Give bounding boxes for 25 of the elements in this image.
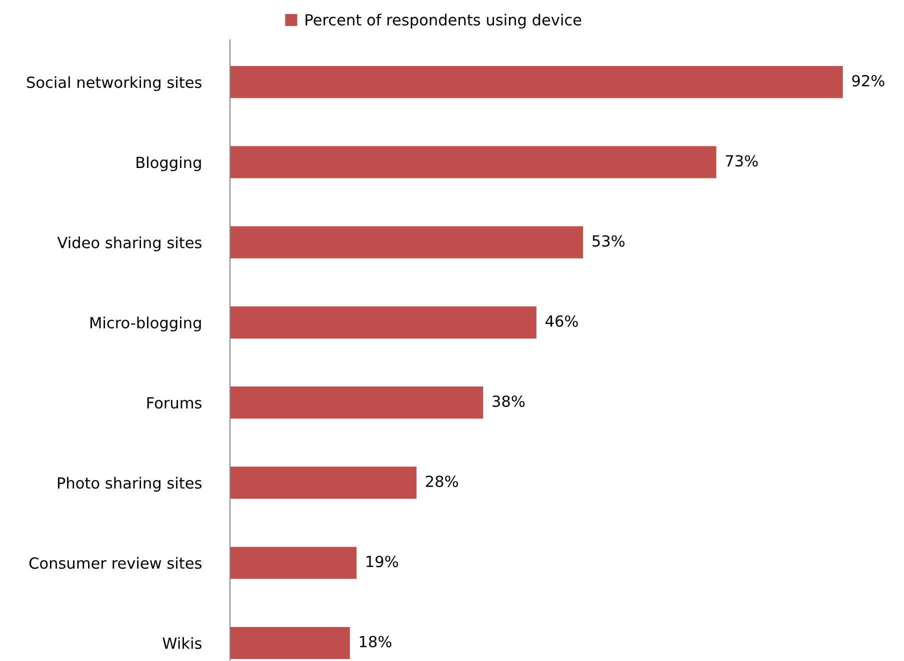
data-label: 28% (426, 476, 458, 488)
y-tick-label: Blogging (136, 156, 201, 172)
y-tick-label: Social networking sites (27, 76, 202, 92)
data-label: 38% (492, 395, 525, 408)
bar (230, 546, 357, 579)
legend-label: Percent of respondents using device (306, 14, 582, 29)
bar (230, 466, 417, 499)
y-tick-label: Wikis (162, 637, 202, 649)
y-tick-label: Video sharing sites (57, 236, 202, 252)
bar (230, 386, 484, 419)
y-tick-label: Photo sharing sites (58, 476, 202, 492)
y-tick-label: Forums (147, 397, 202, 409)
bar (230, 146, 716, 178)
data-label: 46% (546, 315, 578, 327)
data-label: 73% (726, 155, 758, 167)
y-tick-label: Micro-blogging (90, 316, 201, 332)
bar (230, 226, 584, 258)
y-tick-label: Consumer review sites (29, 557, 202, 569)
bar (230, 66, 843, 98)
data-label: 19% (366, 556, 398, 568)
bar (230, 626, 350, 659)
data-label: 53% (592, 235, 625, 247)
data-label: 18% (360, 636, 392, 648)
data-label: 92% (852, 74, 884, 86)
bar (230, 306, 536, 338)
